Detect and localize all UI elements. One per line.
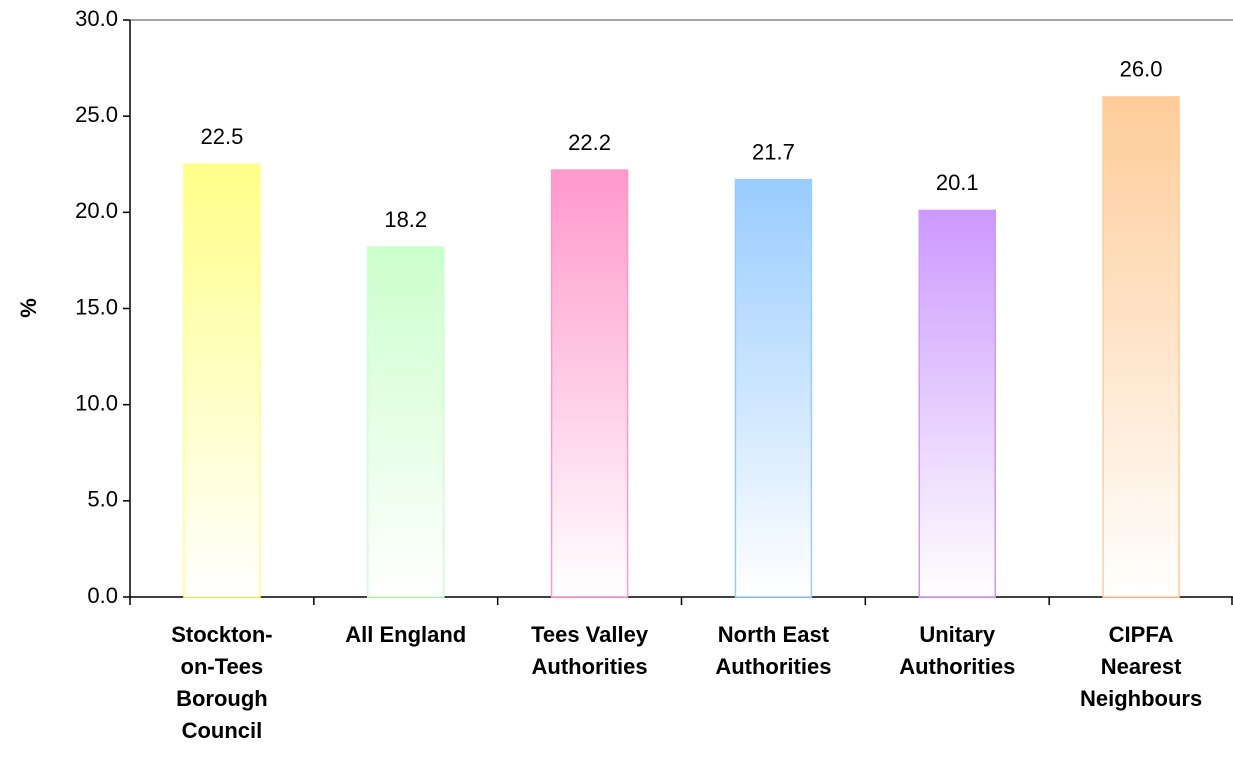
y-tick-label: 15.0 <box>75 294 118 319</box>
x-tick-label: Tees Valley Authorities <box>531 622 649 679</box>
x-tick-label: Unitary Authorities <box>899 622 1015 679</box>
value-label: 22.5 <box>201 124 244 149</box>
x-tick-label: Stockton-on-Tees Borough Council <box>171 622 272 743</box>
y-tick-label: 0.0 <box>87 583 118 608</box>
y-tick-label: 10.0 <box>75 390 118 415</box>
bar <box>734 178 813 598</box>
bar <box>183 163 261 598</box>
x-tick-label: All England <box>345 622 466 647</box>
value-label: 26.0 <box>1120 57 1163 82</box>
bar <box>918 209 996 598</box>
y-tick-label: 20.0 <box>75 198 118 223</box>
x-tick-label: CIPFA Nearest Neighbours <box>1080 622 1202 711</box>
value-label: 20.1 <box>936 170 979 195</box>
value-label: 21.7 <box>752 139 795 164</box>
bar <box>1102 96 1180 598</box>
bar <box>550 169 629 598</box>
y-tick-label: 30.0 <box>75 6 118 31</box>
bar <box>367 246 445 598</box>
value-label: 22.2 <box>568 130 611 155</box>
y-tick-label: 25.0 <box>75 102 118 127</box>
y-tick-label: 5.0 <box>87 487 118 512</box>
x-tick-label: North East Authorities <box>715 622 831 679</box>
y-axis-label: % <box>16 298 41 318</box>
value-label: 18.2 <box>384 207 427 232</box>
